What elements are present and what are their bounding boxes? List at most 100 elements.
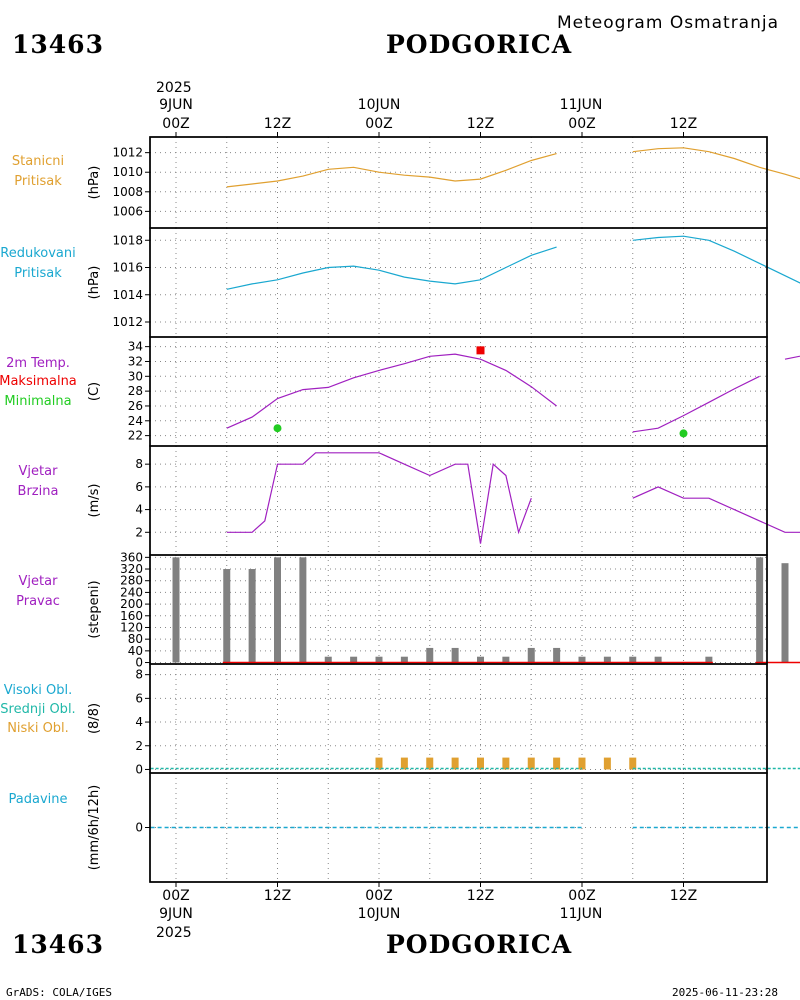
generated-timestamp: 2025-06-11-23:28 — [672, 986, 778, 999]
bar-wind-direction — [248, 569, 256, 663]
grads-credit: GrADS: COLA/IGES — [6, 986, 112, 999]
station-id-bottom: 13463 — [12, 930, 104, 959]
y-tick-label: 1010 — [112, 165, 143, 179]
bar-wind-direction — [223, 569, 231, 663]
y-tick-label: 160 — [120, 609, 143, 623]
y-tick-label: 34 — [128, 340, 143, 354]
bar-clouds — [578, 757, 586, 770]
panel-title-line: Pravac — [16, 594, 60, 609]
y-tick-label: 32 — [128, 354, 143, 368]
panel-frames — [145, 132, 768, 887]
panel-frame-clouds — [149, 663, 768, 774]
outer-frame — [149, 136, 768, 883]
bottom-hour-label: 12Z — [264, 888, 291, 904]
bar-wind-direction — [629, 656, 637, 663]
y-axis-label: (m/s) — [87, 484, 102, 518]
bar-wind-direction — [781, 563, 789, 663]
series-line-station-pressure — [226, 153, 557, 188]
panel-frame-wind-speed — [149, 445, 768, 556]
series-line-temperature — [226, 353, 557, 429]
panel-title-line: 2m Temp. — [6, 356, 70, 371]
bar-clouds — [451, 757, 459, 770]
panel-title-line: Vjetar — [19, 574, 59, 589]
y-tick-label: 320 — [120, 562, 143, 576]
data-layer — [150, 147, 800, 829]
panel-title-line: Pritisak — [14, 266, 62, 281]
bar-clouds — [527, 757, 535, 770]
series-line-reduced-pressure — [632, 235, 800, 284]
panel-frame-reduced-pressure — [149, 227, 768, 338]
y-tick-label: 26 — [128, 399, 143, 413]
series-line-wind-speed — [226, 452, 532, 544]
y-tick-label: 1012 — [112, 315, 143, 329]
top-year-label: 2025 — [156, 80, 192, 96]
top-hour-label: 12Z — [670, 116, 697, 132]
bar-wind-direction — [578, 656, 586, 663]
panel-title-line: Vjetar — [19, 464, 59, 479]
y-tick-label: 4 — [135, 503, 143, 517]
series-line-reduced-pressure — [226, 246, 557, 290]
y-axis-label: (mm/6h/12h) — [87, 785, 102, 871]
y-axis-label: (C) — [87, 382, 102, 401]
bar-clouds — [426, 757, 434, 770]
bottom-hour-label: 12Z — [467, 888, 494, 904]
label-layer: 1006 1008 1010 1012 (hPa) Stanicni Pritisak 101… — [0, 80, 697, 941]
top-hour-label: 12Z — [467, 116, 494, 132]
grid-layer — [150, 137, 767, 882]
bar-wind-direction — [324, 656, 332, 663]
bottom-date-label: 10JUN — [358, 906, 401, 922]
bar-clouds — [477, 757, 484, 770]
y-tick-label: 2 — [135, 525, 143, 539]
top-date-label: 10JUN — [358, 97, 401, 113]
min-temp-marker — [679, 429, 688, 438]
series-line-wind-speed — [632, 486, 800, 533]
top-date-label: 11JUN — [560, 97, 603, 113]
y-tick-label: 0 — [135, 821, 143, 835]
panel-title-line: Srednji Obl. — [0, 702, 75, 717]
y-tick-label: 6 — [135, 480, 143, 494]
y-tick-label: 22 — [128, 429, 143, 443]
bar-wind-direction — [756, 557, 764, 663]
bottom-year-label: 2025 — [156, 925, 192, 941]
y-tick-label: 1014 — [112, 288, 143, 302]
series-line-temperature — [632, 375, 760, 433]
bar-wind-direction — [172, 557, 180, 663]
bar-wind-direction — [603, 656, 611, 663]
bottom-date-label: 9JUN — [159, 906, 193, 922]
y-tick-label: 8 — [135, 457, 143, 471]
bar-wind-direction — [350, 656, 358, 663]
y-axis-label: (8/8) — [87, 703, 102, 734]
series-line-station-pressure — [632, 147, 800, 180]
y-tick-label: 240 — [120, 585, 143, 599]
y-tick-label: 0 — [135, 656, 143, 670]
bottom-date-label: 11JUN — [560, 906, 603, 922]
bar-wind-direction — [375, 656, 383, 663]
y-tick-label: 40 — [128, 644, 143, 658]
panel-title-line: Stanicni — [12, 154, 64, 169]
y-tick-label: 24 — [128, 414, 143, 428]
panel-title-line: Pritisak — [14, 174, 62, 189]
bar-clouds — [603, 757, 611, 770]
y-tick-label: 1006 — [112, 204, 143, 218]
station-name-top: PODGORICA — [386, 30, 573, 59]
y-tick-label: 30 — [128, 369, 143, 383]
top-hour-label: 00Z — [568, 116, 595, 132]
panel-title-line: Padavine — [9, 792, 68, 807]
y-tick-label: 8 — [135, 668, 143, 682]
top-hour-label: 00Z — [365, 116, 392, 132]
y-tick-label: 6 — [135, 691, 143, 705]
panel-title-line: Niski Obl. — [7, 721, 69, 736]
bar-wind-direction — [274, 557, 281, 663]
panel-frame-station-pressure — [149, 136, 768, 229]
bottom-hour-label: 12Z — [670, 888, 697, 904]
y-tick-label: 1008 — [112, 185, 143, 199]
bar-wind-direction — [553, 647, 561, 663]
bar-wind-direction — [400, 656, 408, 663]
y-axis-label: (hPa) — [87, 266, 102, 300]
y-tick-label: 1012 — [112, 146, 143, 160]
min-temp-marker — [273, 424, 282, 433]
panel-frame-wind-direction — [149, 554, 768, 665]
top-hour-label: 12Z — [264, 116, 291, 132]
station-id-top: 13463 — [12, 30, 104, 59]
